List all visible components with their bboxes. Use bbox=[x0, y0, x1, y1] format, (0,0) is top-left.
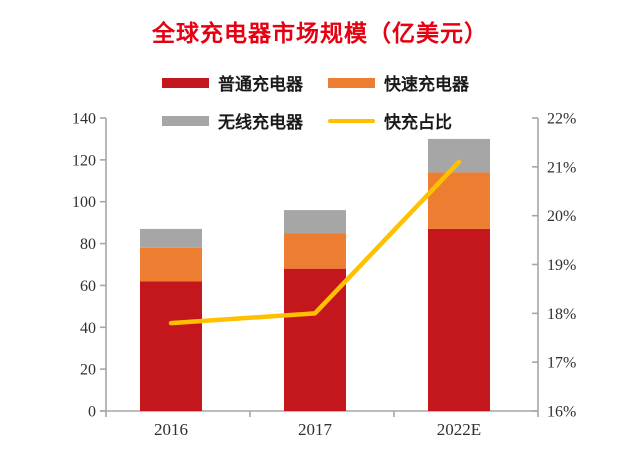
right-axis-tick-label: 19% bbox=[547, 257, 576, 274]
legend-label: 快充占比 bbox=[384, 113, 452, 132]
bar-segment bbox=[428, 138, 490, 173]
left-axis-tick-label: 120 bbox=[72, 152, 96, 169]
right-axis-tick-label: 20% bbox=[547, 208, 576, 225]
legend-label: 快速充电器 bbox=[384, 75, 469, 94]
chart-title: 全球充电器市场规模（亿美元） bbox=[152, 20, 488, 46]
legend-item-wireless-charger: 无线充电器 bbox=[162, 108, 312, 133]
bar-segment bbox=[284, 233, 346, 269]
x-axis-category-label: 2016 bbox=[154, 420, 188, 439]
legend-item-fast-charge-share: 快充占比 bbox=[328, 108, 478, 133]
fast-charge-share-line bbox=[168, 159, 462, 326]
right-axis-tick-label: 22% bbox=[547, 111, 576, 128]
left-axis-tick-label: 60 bbox=[80, 278, 96, 295]
left-axis-tick-label: 100 bbox=[72, 194, 96, 211]
left-axis-tick-label: 140 bbox=[72, 111, 96, 128]
left-axis-tick-label: 0 bbox=[88, 404, 96, 421]
right-axis-tick-label: 17% bbox=[547, 355, 576, 372]
left-axis-tick-label: 80 bbox=[80, 236, 96, 253]
legend-label: 无线充电器 bbox=[218, 113, 303, 132]
bar-segment bbox=[140, 281, 202, 411]
stacked-bars bbox=[140, 138, 490, 411]
legend-swatch-fast-charger-icon bbox=[328, 77, 375, 88]
legend-swatch-fast-charge-share-icon bbox=[328, 118, 375, 123]
right-axis-tick-label: 18% bbox=[547, 306, 576, 323]
bar-segment bbox=[284, 210, 346, 234]
x-axis-category-label: 2022E bbox=[437, 420, 481, 439]
legend-swatch-normal-charger-icon bbox=[162, 77, 209, 88]
left-axis-tick-label: 20 bbox=[80, 362, 96, 379]
bar-segment bbox=[428, 172, 490, 229]
legend-item-fast-charger: 快速充电器 bbox=[328, 70, 478, 95]
right-axis-tick-label: 16% bbox=[547, 404, 576, 421]
chart-legend: 普通充电器 快速充电器 无线充电器 快充占比 bbox=[0, 70, 640, 133]
right-axis-tick-label: 21% bbox=[547, 159, 576, 176]
bar-segment bbox=[140, 228, 202, 248]
bar-segment bbox=[428, 228, 490, 411]
bar-segment bbox=[140, 247, 202, 282]
left-axis-tick-label: 40 bbox=[80, 320, 96, 337]
legend-item-normal-charger: 普通充电器 bbox=[162, 70, 312, 95]
legend-swatch-wireless-charger-icon bbox=[162, 115, 209, 126]
legend-label: 普通充电器 bbox=[218, 75, 303, 94]
x-axis-category-label: 2017 bbox=[298, 420, 333, 439]
